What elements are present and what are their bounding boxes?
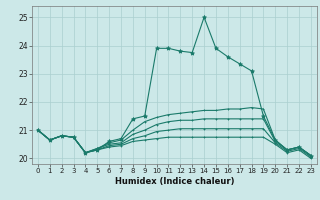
X-axis label: Humidex (Indice chaleur): Humidex (Indice chaleur) [115, 177, 234, 186]
